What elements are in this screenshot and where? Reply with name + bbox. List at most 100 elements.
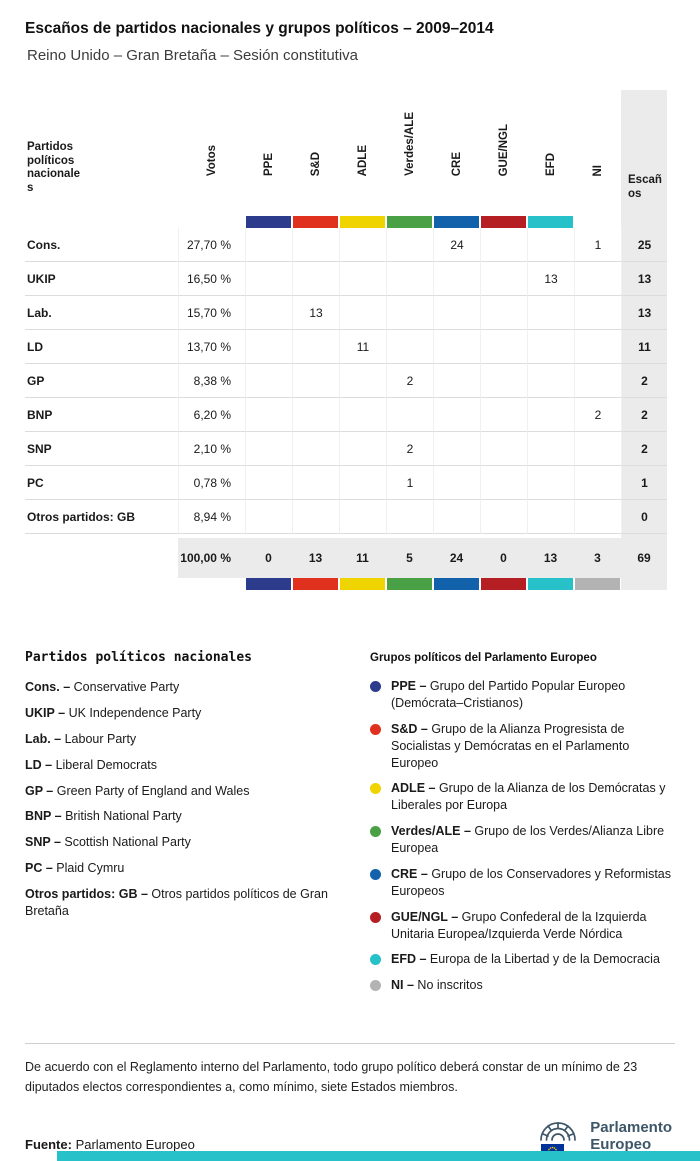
group-total-seats: 11 [339, 538, 386, 578]
strip-spacer [25, 216, 178, 228]
party-name: UKIP [25, 262, 178, 296]
total-votes: 100,00 % [178, 538, 245, 578]
group-full-name: Grupo de los Verdes/Alianza Libre Europe… [391, 824, 665, 855]
group-seats-value [433, 466, 480, 500]
group-seats-value [480, 364, 527, 398]
group-seats-value [245, 330, 292, 364]
source-value: Parlamento Europeo [75, 1136, 195, 1152]
legend-item: NI – No inscritos [370, 977, 675, 994]
party-full-name: Labour Party [64, 731, 137, 746]
group-column-header-label: ADLE [356, 144, 369, 176]
group-total-seats: 3 [574, 538, 621, 578]
votes-value: 13,70 % [178, 330, 245, 364]
party-full-name: UK Independence Party [68, 705, 202, 720]
legend-item: BNP – British National Party [25, 808, 345, 825]
total-seats: 69 [621, 538, 667, 578]
group-total-seats: 0 [245, 538, 292, 578]
group-seats-value [480, 262, 527, 296]
group-seats-value [433, 432, 480, 466]
legend-item: S&D – Grupo de la Alianza Progresista de… [370, 721, 675, 772]
header: Escaños de partidos nacionales y grupos … [0, 0, 700, 64]
legend-item: CRE – Grupo de los Conservadores y Refor… [370, 866, 675, 900]
group-color-strip-segment [481, 216, 526, 228]
bottom-accent-bar [57, 1151, 700, 1161]
party-name: GP [25, 364, 178, 398]
party-full-name: Otros partidos políticos de Gran Bretaña [25, 887, 328, 918]
group-color-strip-segment [528, 216, 573, 228]
party-abbr: PC – [25, 861, 53, 876]
group-abbr: ADLE – [391, 781, 436, 796]
group-seats-value [527, 500, 574, 534]
group-seats-value [339, 296, 386, 330]
seats-column-strip [621, 216, 667, 228]
party-full-name: Liberal Democrats [55, 757, 158, 772]
group-seats-value [386, 228, 433, 262]
group-column-header: EFD [527, 90, 574, 216]
group-column-header: Verdes/ALE [386, 90, 433, 216]
group-seats-value [339, 432, 386, 466]
group-color-strip-segment [387, 578, 432, 590]
group-seats-value: 24 [433, 228, 480, 262]
legend-item: LD – Liberal Democrats [25, 757, 345, 774]
group-column-header-label: PPE [262, 152, 275, 176]
group-total-seats: 24 [433, 538, 480, 578]
group-seats-value [527, 432, 574, 466]
group-seats-value: 2 [386, 432, 433, 466]
group-color-strip-segment [575, 216, 620, 228]
legend-item: PPE – Grupo del Partido Popular Europeo … [370, 678, 675, 712]
party-abbr: SNP – [25, 835, 61, 850]
group-seats-value: 11 [339, 330, 386, 364]
group-seats-value [339, 364, 386, 398]
party-name: SNP [25, 432, 178, 466]
group-seats-value [245, 432, 292, 466]
seats-value: 13 [621, 262, 667, 296]
group-seats-value [574, 262, 621, 296]
group-color-strip-segment [434, 216, 479, 228]
group-color-dot [370, 681, 381, 692]
group-seats-value [574, 364, 621, 398]
group-seats-value [433, 398, 480, 432]
group-color-strip-segment [340, 578, 385, 590]
legend-item: Lab. – Labour Party [25, 731, 345, 748]
group-column-header-label: Verdes/ALE [403, 112, 416, 176]
group-column-header-label: GUE/NGL [497, 123, 510, 176]
political-groups-list: PPE – Grupo del Partido Popular Europeo … [370, 678, 675, 994]
group-seats-value [480, 330, 527, 364]
seats-value: 11 [621, 330, 667, 364]
group-color-dot [370, 911, 381, 923]
strip-spacer [178, 216, 245, 228]
group-full-name: No inscritos [417, 978, 483, 993]
group-color-strip-segment [434, 578, 479, 590]
legend-item: SNP – Scottish National Party [25, 834, 345, 851]
seats-value: 2 [621, 398, 667, 432]
votes-value: 8,94 % [178, 500, 245, 534]
legend-item-text: PPE – Grupo del Partido Popular Europeo … [391, 678, 675, 712]
party-abbr: Lab. – [25, 731, 62, 746]
group-abbr: GUE/NGL – [391, 909, 459, 924]
votes-value: 16,50 % [178, 262, 245, 296]
legend-item-text: ADLE – Grupo de la Alianza de los Demócr… [391, 780, 675, 814]
votes-value: 15,70 % [178, 296, 245, 330]
legend-item: GP – Green Party of England and Wales [25, 783, 345, 800]
seats-value: 2 [621, 432, 667, 466]
votes-value: 2,10 % [178, 432, 245, 466]
strip-spacer [25, 578, 178, 590]
seats-table: Partidos políticos nacionales Votos PPE S&D… [25, 90, 667, 590]
national-parties-list: Cons. – Conservative Party UKIP – UK Inde… [25, 679, 345, 920]
group-abbr: EFD – [391, 952, 427, 967]
group-abbr: PPE – [391, 679, 427, 693]
group-seats-value [527, 466, 574, 500]
legend-item-text: EFD – Europa de la Libertad y de la Demo… [391, 951, 675, 968]
legend-item: UKIP – UK Independence Party [25, 705, 345, 722]
party-full-name: Scottish National Party [64, 835, 191, 850]
group-full-name: Grupo de los Conservadores y Reformistas… [391, 866, 671, 898]
group-seats-value [527, 228, 574, 262]
group-seats-value [480, 228, 527, 262]
group-seats-value [480, 398, 527, 432]
page-subtitle: Reino Unido – Gran Bretaña – Sesión cons… [27, 47, 359, 64]
group-seats-value [245, 262, 292, 296]
group-seats-value [245, 398, 292, 432]
group-seats-value [339, 500, 386, 534]
group-seats-value [527, 296, 574, 330]
